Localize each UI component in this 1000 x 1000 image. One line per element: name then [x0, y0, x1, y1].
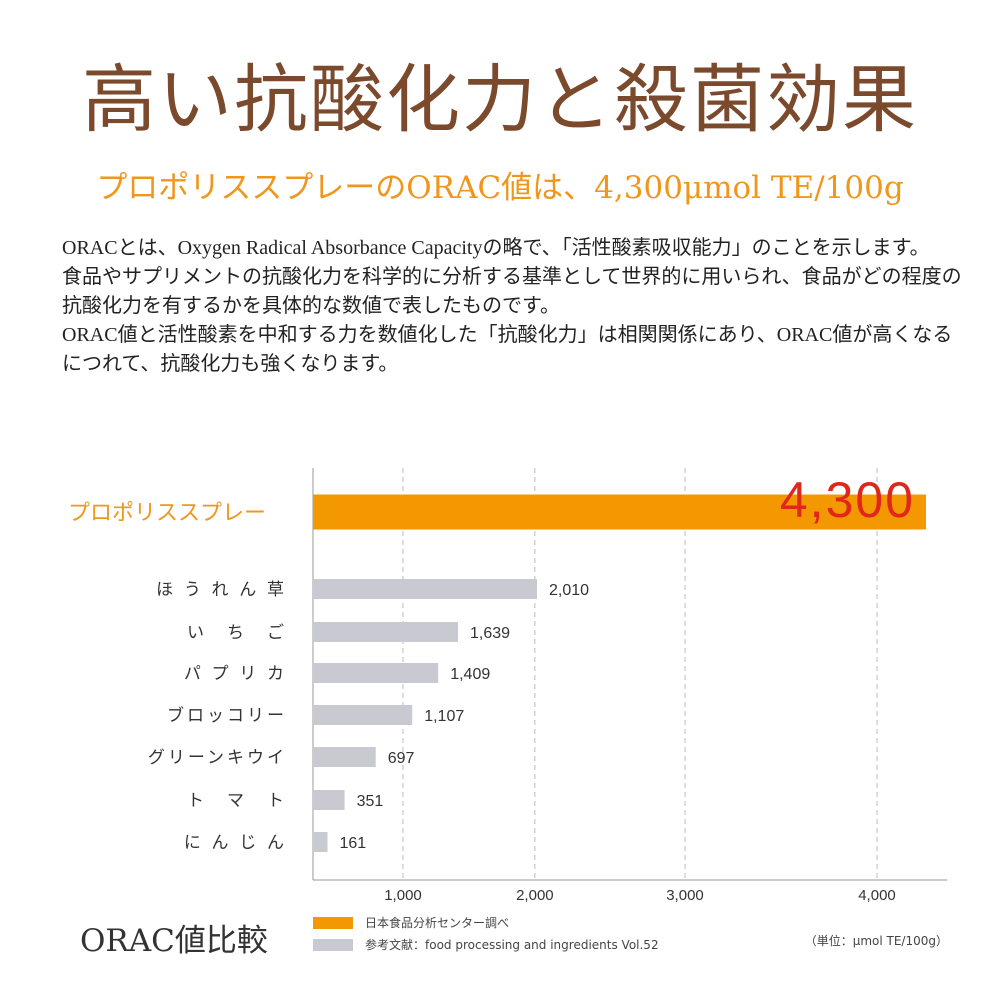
- value-label: 351: [357, 793, 384, 810]
- legend-swatch: [313, 938, 353, 951]
- category-label: ほ う れ ん 草: [156, 580, 287, 599]
- category-label: ト マ ト: [187, 791, 287, 810]
- legend-item: 参考文献：food processing and ingredients Vol…: [313, 936, 659, 953]
- bar: [313, 579, 537, 599]
- bar: [313, 832, 328, 852]
- value-label: 1,639: [470, 625, 510, 642]
- unit-label: （単位：μmol TE/100g）: [804, 934, 948, 948]
- description-paragraph: 食品やサプリメントの抗酸化力を科学的に分析する基準として世界的に用いられ、食品が…: [62, 266, 962, 317]
- category-label: に ん じ ん: [184, 833, 287, 852]
- x-tick-label: 1,000: [384, 887, 422, 904]
- bar: [313, 663, 439, 683]
- x-tick-label: 2,000: [516, 887, 554, 904]
- value-label: 2,010: [549, 582, 589, 599]
- value-label: 1,409: [450, 666, 490, 683]
- category-label: い ち ご: [187, 623, 287, 642]
- legend-label: 日本食品分析センター調べ: [365, 916, 510, 930]
- value-label: 1,107: [424, 708, 464, 725]
- legend-label: 参考文献：food processing and ingredients Vol…: [365, 938, 659, 952]
- bar: [313, 494, 926, 530]
- bar: [313, 622, 458, 642]
- chart-title: ORAC値比較: [80, 923, 268, 959]
- value-label: 697: [388, 750, 415, 767]
- category-label: ブロッコリー: [167, 705, 287, 725]
- description: ORACとは、Oxygen Radical Absorbance Capacit…: [62, 234, 962, 379]
- value-label: 161: [339, 835, 366, 852]
- legend-swatch: [313, 916, 353, 929]
- description-paragraph: ORACとは、Oxygen Radical Absorbance Capacit…: [62, 237, 930, 259]
- category-label: パ プ リ カ: [184, 664, 287, 683]
- value-label: 4,300: [780, 472, 915, 528]
- subtitle: プロポリススプレーのORAC値は、4,300μmol TE/100g: [96, 170, 904, 206]
- page-title: 高い抗酸化力と殺菌効果: [82, 57, 918, 143]
- category-label: プロポリススプレー: [68, 500, 266, 525]
- bar: [313, 790, 345, 810]
- legend-item: 日本食品分析センター調べ: [313, 914, 509, 931]
- x-tick-label: 3,000: [666, 887, 704, 904]
- category-label: グリーンキウイ: [148, 748, 287, 767]
- bar: [313, 747, 376, 767]
- bar: [313, 705, 413, 725]
- x-tick-label: 4,000: [858, 887, 896, 904]
- description-paragraph: ORAC値と活性酸素を中和する力を数値化した「抗酸化力」は相関関係にあり、ORA…: [62, 324, 953, 375]
